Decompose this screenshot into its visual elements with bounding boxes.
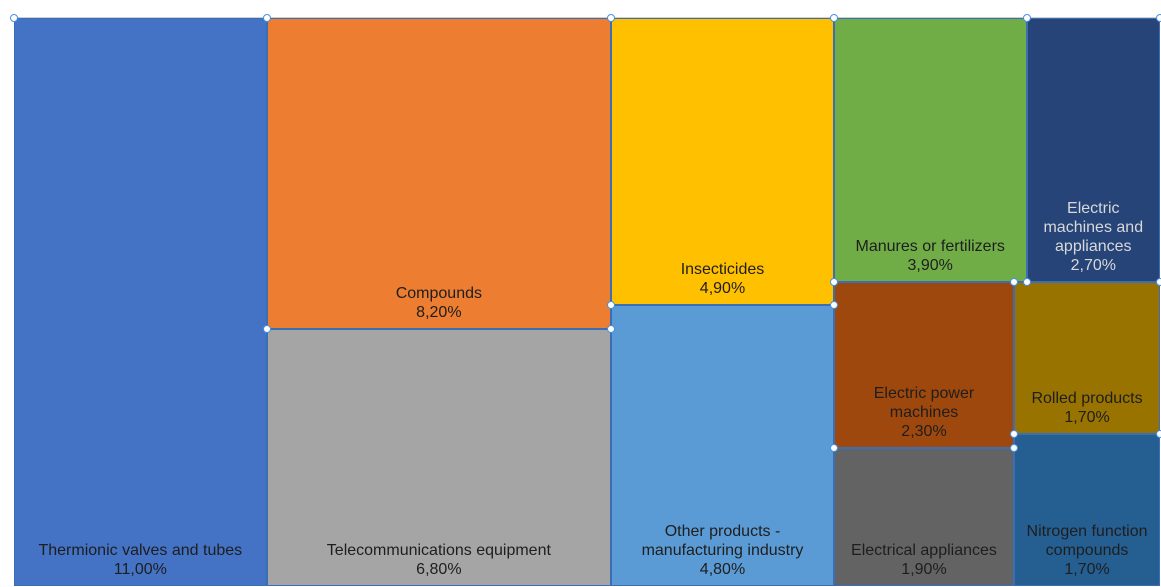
treemap-cell: Telecommunications equipment 6,80% — [266, 328, 612, 586]
selection-handle — [263, 325, 271, 333]
selection-handle — [1156, 278, 1161, 286]
selection-handle — [830, 301, 838, 309]
treemap-cell: Manures or fertilizers 3,90% — [833, 18, 1027, 282]
selection-handle — [830, 14, 838, 22]
selection-handle — [1010, 430, 1018, 438]
selection-handle — [607, 325, 615, 333]
cell-value: 1,70% — [1064, 409, 1110, 426]
cell-value: 1,70% — [1064, 561, 1110, 578]
selection-handle — [1010, 444, 1018, 452]
cell-label: Electric power machines — [873, 385, 975, 422]
selection-handle — [10, 14, 18, 22]
selection-handle — [263, 14, 271, 22]
cell-label: Rolled products — [1031, 390, 1143, 407]
treemap-cell: Compounds 8,20% — [266, 18, 612, 329]
plot-area: Thermionic valves and tubes 11,00% Compoun… — [10, 14, 1161, 586]
treemap-cell: Other products - manufacturing industry 4… — [611, 304, 834, 586]
cell-value: 4,90% — [699, 279, 746, 297]
cell-value: 3,90% — [907, 257, 953, 274]
selection-handle — [607, 301, 615, 309]
cell-value: 8,20% — [416, 303, 462, 321]
cell-label: Nitrogen function compounds — [1026, 523, 1148, 559]
cell-label: Telecommunications equipment — [326, 541, 551, 559]
cell-label: Thermionic valves and tubes — [38, 542, 243, 559]
cell-value: 2,70% — [1070, 257, 1116, 274]
treemap-cell: Nitrogen function compounds 1,70% — [1014, 434, 1160, 586]
cell-value: 6,80% — [416, 560, 462, 578]
cell-label: Compounds — [395, 284, 482, 302]
cell-value: 2,30% — [901, 423, 947, 441]
selection-handle — [1156, 430, 1161, 438]
cell-value: 4,80% — [699, 560, 746, 578]
treemap-cell: Insecticides 4,90% — [611, 18, 834, 305]
treemap-cell: Rolled products 1,70% — [1014, 282, 1160, 434]
selection-handle — [830, 278, 838, 286]
cell-label: Electric machines and appliances — [1043, 200, 1144, 255]
cell-label: Manures or fertilizers — [855, 238, 1005, 255]
selection-handle — [607, 14, 615, 22]
cell-value: 1,90% — [901, 560, 947, 578]
selection-handle — [1023, 278, 1031, 286]
cell-label: Other products - manufacturing industry — [641, 522, 804, 559]
treemap-cell: Electric machines and appliances 2,70% — [1026, 18, 1160, 282]
cell-label: Electrical appliances — [851, 541, 997, 559]
selection-handle — [830, 444, 838, 452]
selection-handle — [1023, 14, 1031, 22]
selection-handle — [1156, 14, 1161, 22]
cell-value: 11,00% — [113, 561, 167, 578]
selection-handle — [1010, 278, 1018, 286]
treemap-cell: Electric power machines 2,30% — [833, 282, 1015, 449]
cell-label: Insecticides — [680, 260, 765, 278]
treemap-cell: Electrical appliances 1,90% — [833, 448, 1015, 586]
treemap-cell: Thermionic valves and tubes 11,00% — [14, 18, 267, 586]
